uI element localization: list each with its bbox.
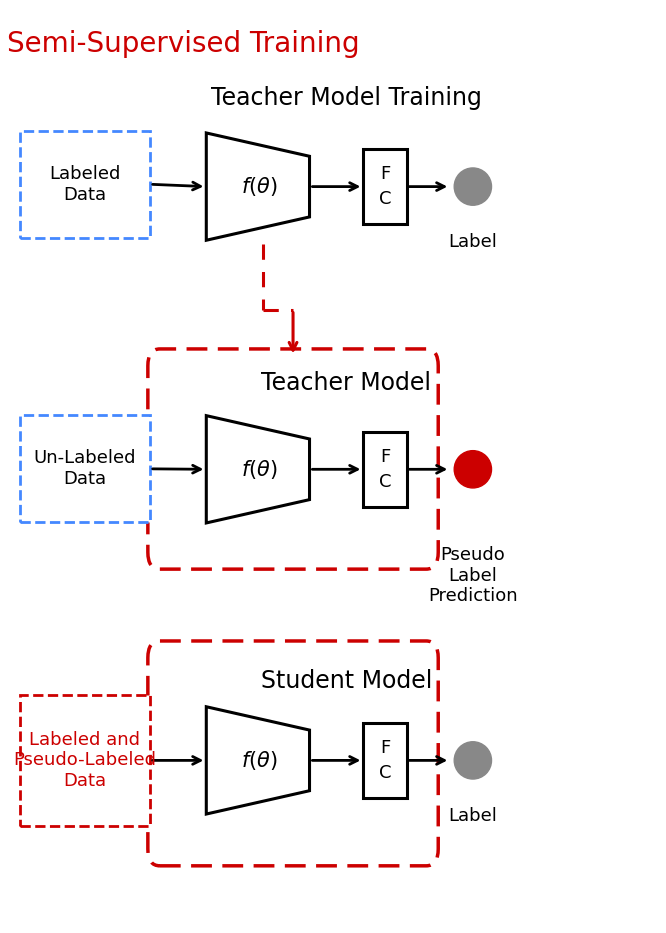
Text: Labeled
Data: Labeled Data (49, 165, 121, 203)
Text: Teacher Model: Teacher Model (261, 370, 432, 395)
Text: Labeled and
Pseudo-Labeled
Data: Labeled and Pseudo-Labeled Data (13, 731, 157, 790)
FancyBboxPatch shape (20, 415, 150, 522)
FancyBboxPatch shape (20, 131, 150, 238)
Text: C: C (379, 190, 391, 208)
Text: C: C (379, 764, 391, 782)
FancyBboxPatch shape (148, 641, 438, 866)
FancyBboxPatch shape (20, 695, 150, 826)
Polygon shape (206, 707, 310, 814)
Ellipse shape (454, 742, 492, 779)
Text: C: C (379, 473, 391, 491)
Text: $f(\theta)$: $f(\theta)$ (242, 458, 278, 480)
Text: Label: Label (448, 807, 498, 825)
Ellipse shape (454, 451, 492, 488)
Text: $f(\theta)$: $f(\theta)$ (242, 175, 278, 198)
Text: F: F (380, 448, 390, 466)
Text: Teacher Model Training: Teacher Model Training (211, 86, 482, 110)
Ellipse shape (454, 168, 492, 205)
Text: Semi-Supervised Training: Semi-Supervised Training (7, 30, 359, 58)
Text: Label: Label (448, 233, 498, 251)
Text: Un-Labeled
Data: Un-Labeled Data (34, 450, 136, 488)
Polygon shape (206, 416, 310, 522)
FancyBboxPatch shape (148, 349, 438, 569)
FancyBboxPatch shape (364, 723, 406, 798)
Text: Student Model: Student Model (260, 669, 432, 693)
Text: F: F (380, 165, 390, 183)
FancyBboxPatch shape (364, 432, 406, 507)
Text: $f(\theta)$: $f(\theta)$ (242, 749, 278, 772)
Text: Pseudo
Label
Prediction: Pseudo Label Prediction (428, 546, 517, 606)
Polygon shape (206, 132, 310, 240)
Text: F: F (380, 739, 390, 757)
FancyBboxPatch shape (364, 149, 406, 224)
